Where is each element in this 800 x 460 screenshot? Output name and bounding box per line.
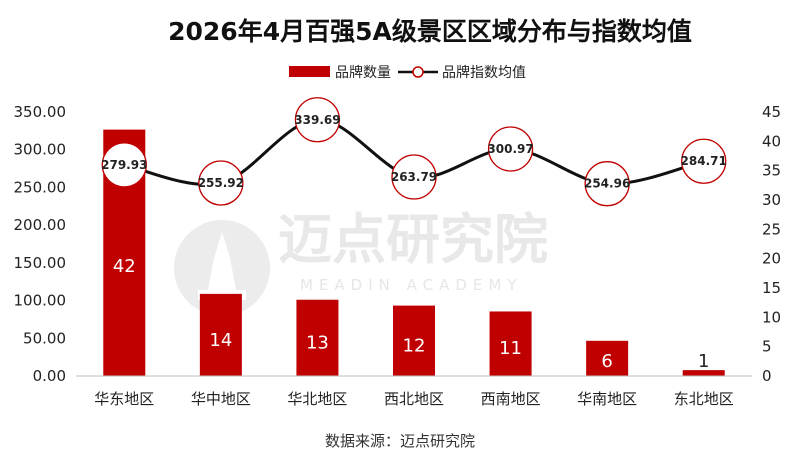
right-axis-tick-label: 40 <box>762 132 781 150</box>
bar <box>296 299 339 376</box>
left-axis-tick-label: 200.00 <box>14 216 67 234</box>
bar-value-label: 11 <box>499 338 522 359</box>
right-axis-tick-label: 30 <box>762 191 781 209</box>
source-note: 数据来源：迈点研究院 <box>325 432 475 450</box>
line-point-marker <box>487 126 534 172</box>
line-point-label: 254.96 <box>584 177 630 191</box>
line-point-label: 284.71 <box>681 154 727 168</box>
right-axis-tick-label: 20 <box>762 250 781 268</box>
bar-value-label: 14 <box>209 330 232 351</box>
x-axis-category-label: 西北地区 <box>384 390 444 408</box>
left-axis-tick-label: 150.00 <box>14 254 67 272</box>
bar <box>586 340 629 376</box>
watermark: 迈点研究院 MEADIN ACADEMY <box>174 208 548 316</box>
right-axis-tick-label: 45 <box>762 103 781 121</box>
left-axis-tick-label: 350.00 <box>14 103 67 121</box>
bar-value-label: 42 <box>113 256 136 277</box>
left-axis-tick-label: 0.00 <box>33 367 66 385</box>
chart-title: 2026年4月百强5A级景区区域分布与指数均值 <box>168 17 692 46</box>
bar-value-label: 6 <box>601 351 612 372</box>
legend-label-line: 品牌指数均值 <box>442 64 526 81</box>
line-point-marker <box>681 138 727 184</box>
left-axis-tick-label: 300.00 <box>14 141 67 159</box>
line-point-label: 300.97 <box>487 142 533 156</box>
legend: 品牌数量 品牌指数均值 <box>289 64 526 81</box>
left-axis-tick-label: 250.00 <box>14 178 67 196</box>
watermark-text-en: MEADIN ACADEMY <box>300 276 523 294</box>
line-point-label: 255.92 <box>198 176 244 190</box>
bar-value-label: 12 <box>403 335 426 356</box>
right-axis-tick-label: 5 <box>762 338 772 356</box>
x-axis-categories: 华东地区 华中地区 华北地区 西北地区 西南地区 华南地区 东北地区 <box>94 390 733 408</box>
line-point-marker <box>391 154 437 200</box>
bar <box>393 305 435 376</box>
line-point-marker <box>101 142 147 188</box>
line-point-marker <box>584 161 630 207</box>
x-axis-category-label: 华北地区 <box>287 390 347 408</box>
right-axis-tick-label: 0 <box>762 367 772 385</box>
legend-swatch-marker <box>412 66 424 78</box>
line-point-marker <box>294 97 341 143</box>
bar <box>682 370 725 376</box>
right-axis-tick-label: 15 <box>762 279 781 297</box>
bar-value-label: 13 <box>306 333 329 354</box>
left-axis-tick-label: 100.00 <box>14 292 67 310</box>
right-axis: 0 5 10 15 20 25 30 35 40 45 <box>762 103 781 385</box>
bar <box>199 293 242 376</box>
bar <box>489 311 532 376</box>
left-axis-tick-label: 50.00 <box>23 329 66 347</box>
bar-value-label: 1 <box>698 351 709 372</box>
legend-label-bar: 品牌数量 <box>335 64 391 81</box>
line-point-marker <box>198 160 244 206</box>
line-point-label: 263.79 <box>391 170 437 184</box>
right-axis-tick-label: 25 <box>762 220 781 238</box>
x-axis-category-label: 华中地区 <box>191 390 251 408</box>
right-axis-tick-label: 35 <box>762 162 781 180</box>
line-point-label: 279.93 <box>101 158 147 172</box>
left-axis: 0.00 50.00 100.00 150.00 200.00 250.00 300.00 3… <box>14 103 67 385</box>
line-series: 279.93 255.92 339.69 263.79 300.97 254.96 284.… <box>101 97 727 207</box>
legend-swatch-bar <box>289 66 330 77</box>
watermark-text-cn: 迈点研究院 <box>278 208 548 271</box>
line-point-label: 339.69 <box>294 113 340 127</box>
x-axis-category-label: 西南地区 <box>481 390 541 408</box>
x-axis-category-label: 东北地区 <box>674 390 734 408</box>
right-axis-tick-label: 10 <box>762 308 781 326</box>
x-axis-category-label: 华东地区 <box>94 390 154 408</box>
x-axis-category-label: 华南地区 <box>577 390 637 408</box>
